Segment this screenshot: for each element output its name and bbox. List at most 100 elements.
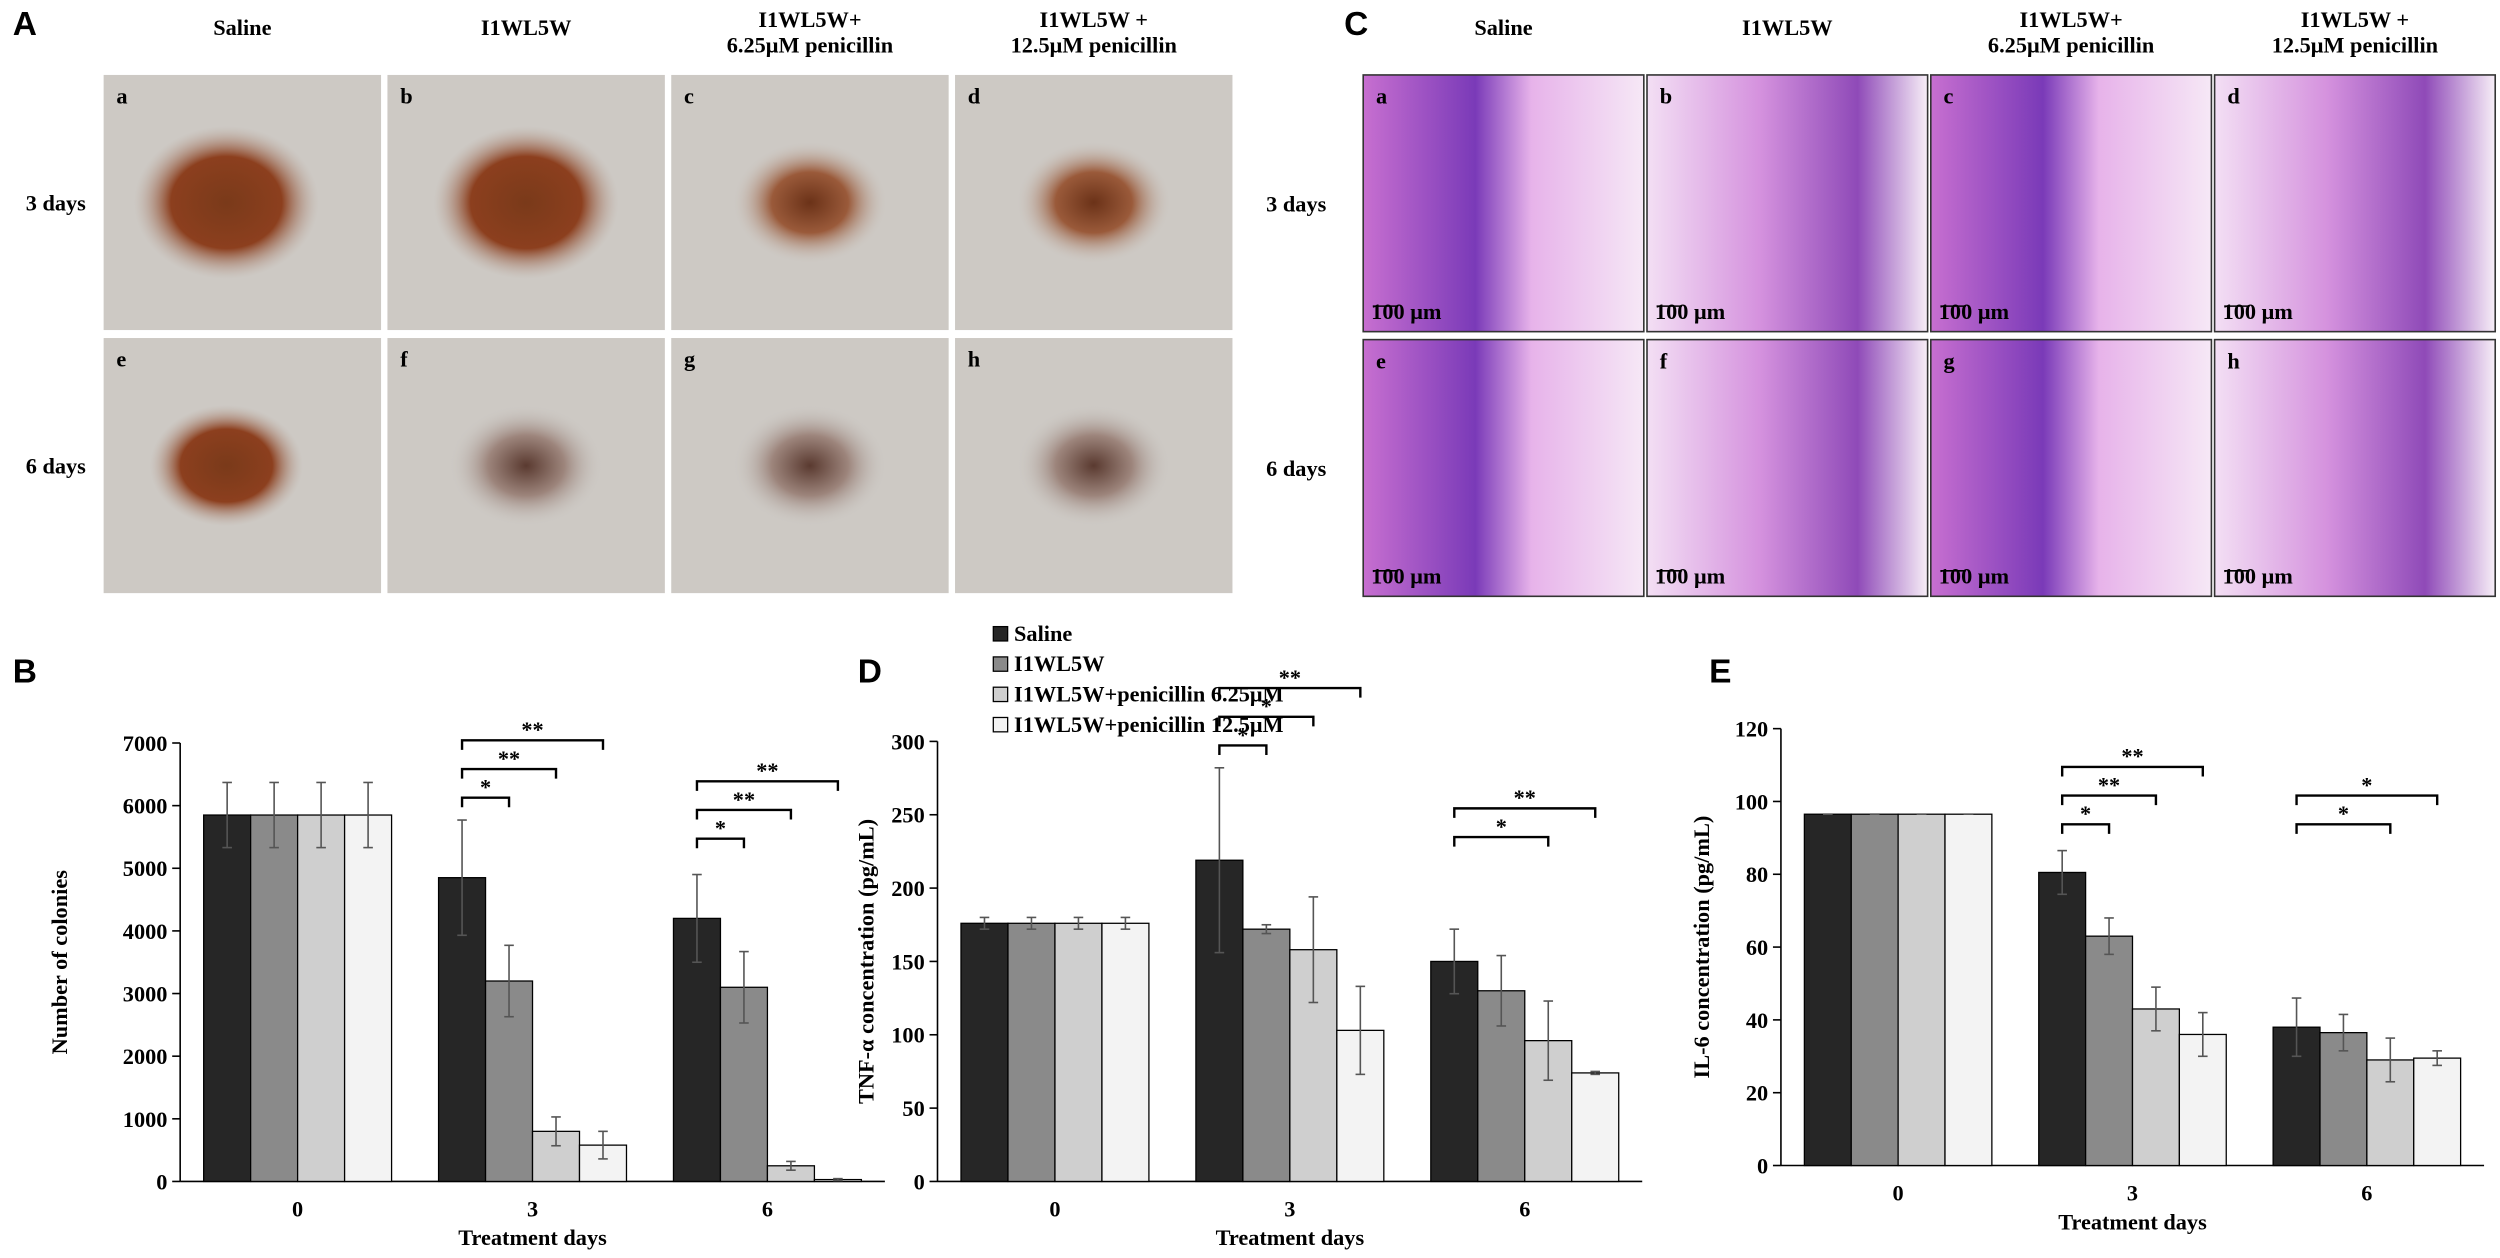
error-bar bbox=[739, 950, 749, 1024]
y-tick-label: 60 bbox=[1746, 935, 1768, 960]
legend-swatch bbox=[992, 686, 1009, 703]
scale-bar-label: 100 μm bbox=[1939, 564, 2010, 589]
bar bbox=[2319, 1031, 2368, 1167]
tile-label: h bbox=[2227, 348, 2240, 373]
x-tick-label: 3 bbox=[527, 1197, 538, 1222]
panel-label: C bbox=[1344, 6, 1368, 43]
error-bar bbox=[1120, 916, 1131, 930]
significance-bracket bbox=[1453, 835, 1550, 847]
bar bbox=[2038, 871, 2087, 1167]
y-axis-title: IL-6 concentration (pg/mL) bbox=[1689, 816, 1714, 1079]
x-tick-label: 0 bbox=[1893, 1181, 1904, 1206]
significance-label: * bbox=[2080, 801, 2091, 826]
error-bar bbox=[1261, 923, 1272, 935]
legend-label: I1WL5W bbox=[1014, 651, 1105, 676]
significance-label: ** bbox=[2098, 772, 2120, 797]
micrograph bbox=[1930, 74, 2213, 333]
tile-label: e bbox=[116, 347, 126, 372]
x-axis-title: Treatment days bbox=[2058, 1209, 2207, 1234]
x-tick-label: 0 bbox=[1049, 1197, 1060, 1222]
error-bar bbox=[1590, 1070, 1601, 1076]
significance-label: ** bbox=[1279, 665, 1301, 690]
significance-label: * bbox=[1496, 814, 1507, 839]
significance-bracket bbox=[1453, 807, 1597, 818]
y-tick-label: 200 bbox=[891, 876, 924, 901]
error-bar bbox=[222, 781, 232, 849]
column-header: I1WL5W+ bbox=[758, 7, 861, 32]
bar bbox=[343, 814, 393, 1183]
significance-label: ** bbox=[2121, 744, 2143, 769]
panel-label: E bbox=[1709, 653, 1731, 690]
error-bar bbox=[269, 781, 279, 849]
error-bar bbox=[2198, 1011, 2208, 1058]
wound bbox=[149, 404, 303, 527]
error-bar bbox=[1355, 985, 1366, 1076]
significance-label: ** bbox=[1514, 785, 1536, 810]
micrograph bbox=[2213, 74, 2497, 333]
y-tick-label: 0 bbox=[156, 1169, 167, 1194]
y-tick-label: 2000 bbox=[123, 1044, 168, 1069]
micrograph bbox=[1646, 74, 1929, 333]
bar bbox=[2131, 1008, 2181, 1167]
bar bbox=[1524, 1040, 1573, 1183]
wound bbox=[133, 125, 319, 280]
row-label: 3 days bbox=[26, 190, 86, 215]
row-label: 6 days bbox=[1266, 456, 1326, 481]
significance-bracket bbox=[2060, 765, 2205, 777]
y-tick-label: 150 bbox=[891, 949, 924, 974]
bar bbox=[1897, 813, 1946, 1167]
tile-label: g bbox=[1944, 348, 1955, 373]
error-bar bbox=[2338, 1013, 2349, 1052]
tile-label: h bbox=[968, 347, 981, 372]
x-axis-title: Treatment days bbox=[458, 1225, 607, 1250]
error-bar bbox=[598, 1130, 608, 1160]
x-axis-title: Treatment days bbox=[1216, 1225, 1365, 1250]
legend-label: I1WL5W+penicillin 12.5μM bbox=[1014, 712, 1284, 737]
error-bar bbox=[1449, 928, 1460, 995]
error-bar bbox=[2432, 1050, 2442, 1067]
scale-bar-label: 100 μm bbox=[1371, 299, 1442, 324]
y-tick-label: 6000 bbox=[123, 794, 168, 819]
micrograph bbox=[1362, 338, 1645, 598]
error-bar bbox=[2057, 849, 2067, 896]
x-tick-label: 3 bbox=[1284, 1197, 1295, 1222]
error-bar bbox=[551, 1116, 561, 1147]
scale-bar-label: 100 μm bbox=[2223, 564, 2294, 589]
bar bbox=[1571, 1072, 1620, 1183]
tile-label: d bbox=[2227, 84, 2240, 109]
x-tick-label: 6 bbox=[2361, 1181, 2372, 1206]
significance-bracket bbox=[695, 780, 840, 791]
error-bar bbox=[692, 873, 702, 964]
bar bbox=[2084, 935, 2134, 1167]
bar bbox=[1242, 928, 1291, 1183]
column-header: I1WL5W+ bbox=[2020, 7, 2123, 32]
bar bbox=[2413, 1057, 2462, 1167]
y-tick-label: 5000 bbox=[123, 856, 168, 881]
column-header: I1WL5W + bbox=[2301, 7, 2409, 32]
tile-label: d bbox=[968, 84, 981, 109]
significance-label: * bbox=[1237, 722, 1248, 747]
significance-label: ** bbox=[756, 758, 778, 783]
error-bar bbox=[1308, 896, 1319, 1004]
error-bar bbox=[1496, 954, 1507, 1027]
error-bar bbox=[363, 781, 373, 849]
significance-label: * bbox=[715, 815, 726, 840]
wound bbox=[449, 404, 603, 527]
significance-label: ** bbox=[733, 787, 755, 812]
x-tick-label: 6 bbox=[1519, 1197, 1530, 1222]
micrograph bbox=[2213, 338, 2497, 598]
x-tick-label: 6 bbox=[762, 1197, 773, 1222]
error-bar bbox=[786, 1160, 796, 1171]
legend-label: Saline bbox=[1014, 621, 1072, 646]
legend-swatch bbox=[992, 716, 1009, 733]
tile-label: f bbox=[1660, 348, 1668, 373]
micrograph bbox=[1930, 338, 2213, 598]
legend-swatch bbox=[992, 625, 1009, 642]
significance-label: * bbox=[2338, 801, 2349, 826]
column-header: 6.25μM penicillin bbox=[727, 33, 894, 58]
error-bar bbox=[1214, 767, 1225, 954]
error-bar bbox=[1073, 916, 1084, 930]
wound bbox=[1017, 404, 1171, 527]
significance-bracket bbox=[460, 767, 558, 779]
